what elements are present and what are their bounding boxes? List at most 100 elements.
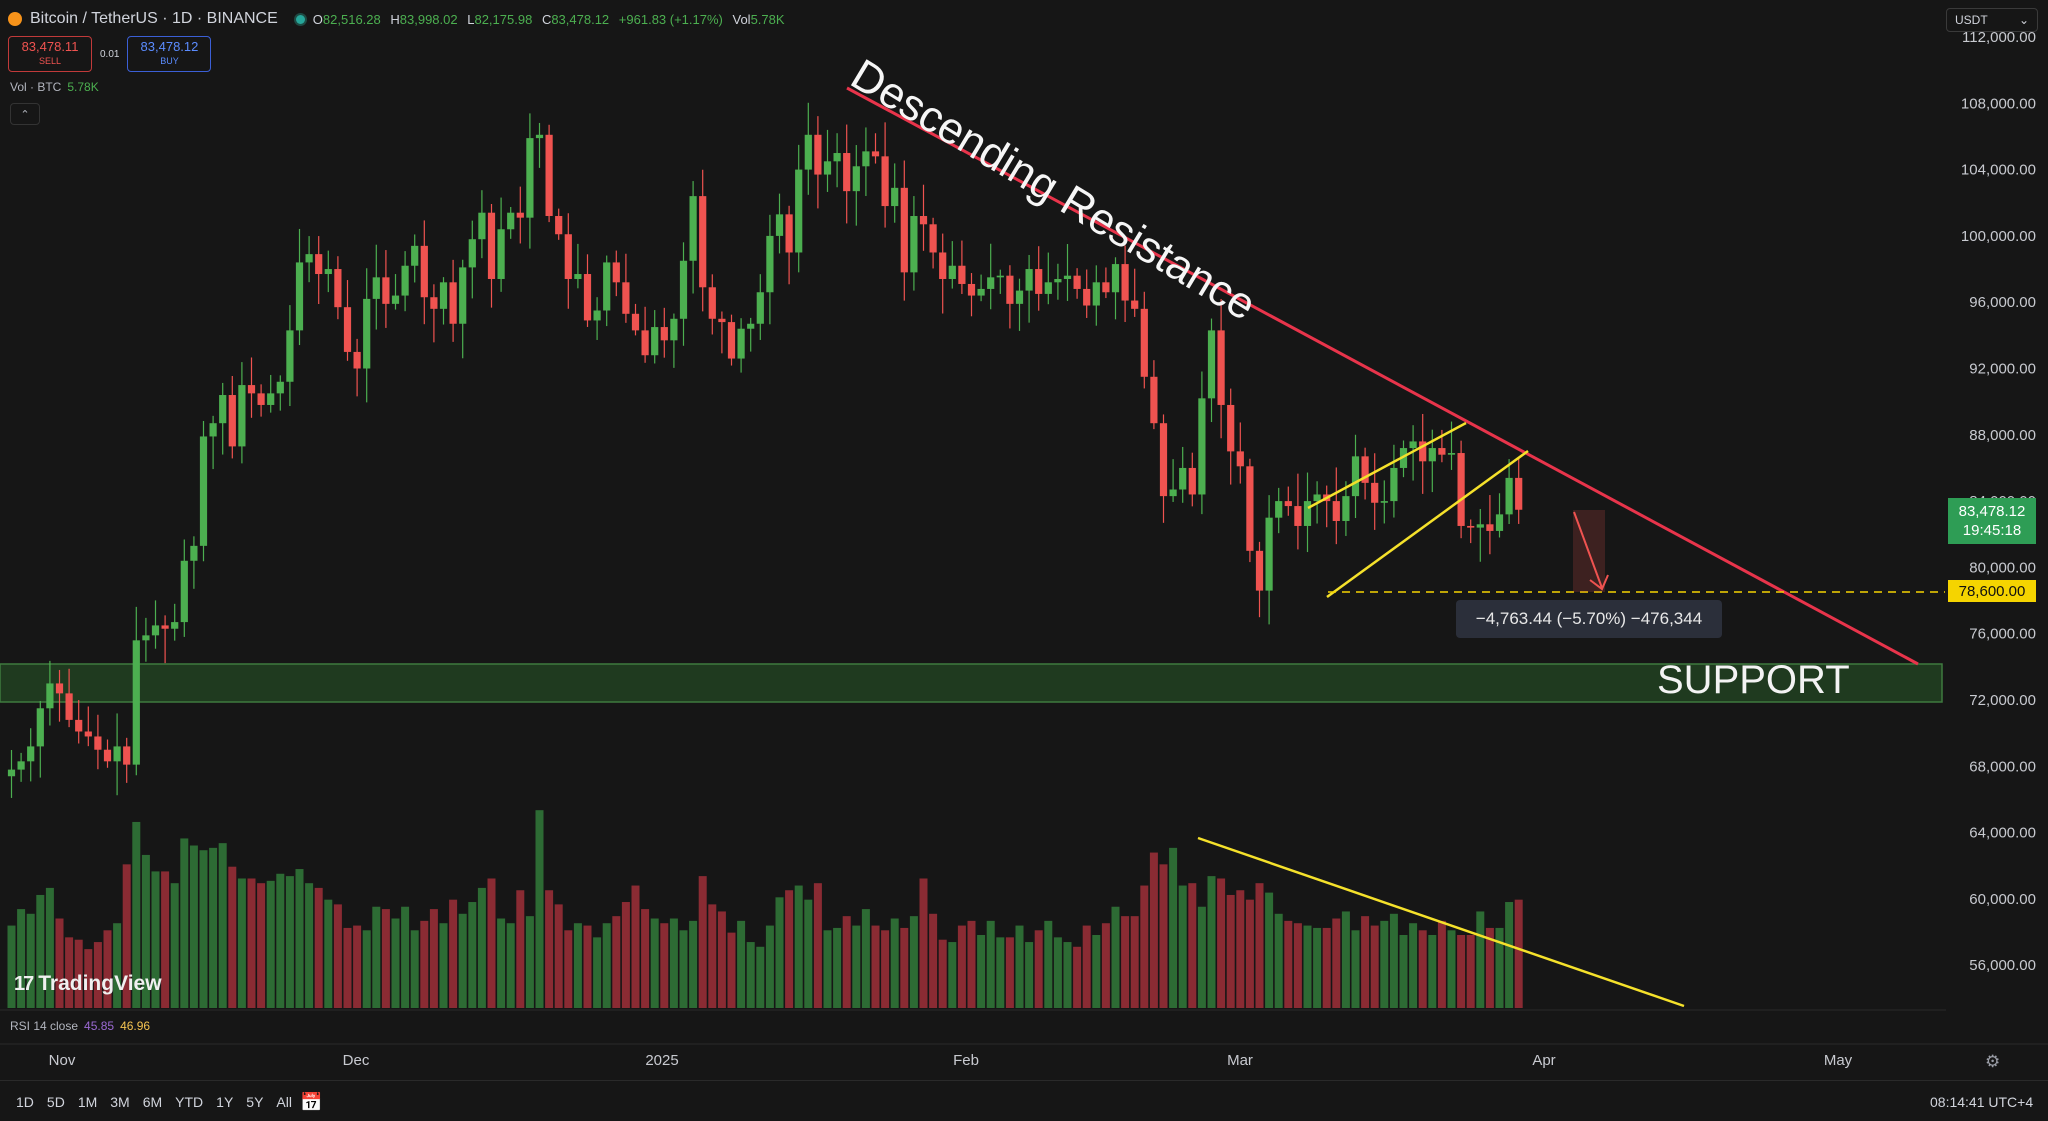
resistance-line[interactable] — [846, 86, 1919, 666]
currency-select[interactable]: USDT ⌄ — [1946, 8, 2038, 32]
volume-bar — [45, 887, 54, 1008]
price-tick-label: 72,000.00 — [1969, 692, 2036, 709]
candle — [190, 536, 198, 589]
range-5y[interactable]: 5Y — [246, 1094, 264, 1110]
candle — [747, 317, 755, 352]
candle — [679, 242, 688, 346]
volume-bar — [1399, 934, 1408, 1008]
volume-bar — [1341, 911, 1350, 1008]
volume-bar — [957, 925, 966, 1008]
candle — [132, 606, 140, 776]
buy-button[interactable]: 83,478.12 BUY — [127, 36, 212, 72]
volume-bar — [948, 942, 957, 1008]
volume-bar — [218, 843, 227, 1008]
range-3m[interactable]: 3M — [110, 1094, 130, 1110]
volume-bar — [1361, 916, 1370, 1008]
volume-bar — [189, 845, 198, 1008]
volume-trend-line[interactable] — [1197, 836, 1685, 1008]
candle — [151, 600, 160, 649]
volume-bar — [391, 918, 400, 1008]
candle — [1006, 265, 1014, 329]
candle — [75, 700, 83, 744]
candle — [1169, 459, 1177, 502]
candle — [1102, 267, 1110, 299]
candle — [1371, 453, 1379, 530]
candle — [1495, 493, 1504, 538]
tradingview-logo[interactable]: 17 TradingView — [14, 972, 162, 996]
volume-bar — [1159, 864, 1168, 1008]
volume-bar — [257, 883, 266, 1008]
volume-bar — [986, 920, 995, 1008]
wedge-upper-line[interactable] — [1307, 421, 1467, 510]
candle — [286, 305, 294, 407]
candle — [487, 203, 496, 308]
volume-bar — [1188, 883, 1197, 1008]
volume-bar — [996, 937, 1005, 1008]
volume-bar — [1140, 885, 1149, 1008]
wedge-lower-line[interactable] — [1326, 449, 1529, 599]
volume-bar — [497, 918, 506, 1008]
range-6m[interactable]: 6M — [142, 1094, 163, 1110]
volume-bar — [26, 913, 35, 1008]
rsi-legend[interactable]: RSI 14 close 45.85 46.96 — [10, 1019, 150, 1033]
volume-bar — [1197, 906, 1206, 1008]
volume-bar — [1217, 878, 1226, 1008]
candle — [1073, 268, 1081, 299]
volume-bar — [929, 913, 938, 1008]
candle — [267, 374, 275, 413]
candle — [1188, 452, 1196, 507]
volume-bar — [93, 942, 102, 1008]
range-selector: 1D 5D 1M 3M 6M YTD 1Y 5Y All — [16, 1094, 292, 1110]
candle — [1284, 486, 1292, 516]
range-all[interactable]: All — [276, 1094, 292, 1110]
candle — [574, 243, 582, 289]
volume-bar — [122, 864, 131, 1008]
sell-button[interactable]: 83,478.11 SELL — [8, 36, 92, 72]
support-zone[interactable] — [0, 663, 1943, 703]
candle — [430, 284, 438, 343]
calendar-icon[interactable]: 📅 — [300, 1092, 323, 1112]
support-label[interactable]: SUPPORT — [1657, 658, 1850, 702]
candle — [1467, 519, 1475, 544]
range-1d[interactable]: 1D — [16, 1094, 34, 1110]
candle — [36, 700, 44, 778]
candle — [1236, 422, 1244, 484]
volume-bar — [1332, 918, 1341, 1008]
candle — [497, 197, 505, 292]
volume-bar — [1418, 930, 1427, 1008]
volume-bar — [573, 923, 582, 1008]
currency-label: USDT — [1955, 13, 1988, 27]
candle — [113, 713, 121, 796]
candle — [315, 236, 323, 305]
price-axis[interactable]: 56,000.00 60,000.00 64,000.00 68,000.00 72,0… — [1961, 29, 2036, 974]
volume-bar — [1437, 920, 1446, 1008]
candle — [343, 280, 352, 361]
volume-bar — [602, 923, 611, 1008]
candle — [948, 241, 956, 289]
symbol-title[interactable]: Bitcoin / TetherUS · 1D · BINANCE — [30, 10, 278, 27]
range-1m[interactable]: 1M — [77, 1094, 98, 1110]
volume-bar — [228, 866, 237, 1008]
volume-bar — [314, 887, 323, 1008]
volume-bar — [1514, 899, 1523, 1008]
range-ytd[interactable]: YTD — [175, 1094, 204, 1110]
candle — [929, 217, 937, 269]
volume-bar — [1025, 942, 1034, 1008]
volume-bar — [852, 925, 861, 1008]
volume-bar — [113, 923, 122, 1008]
volume-bar — [401, 906, 410, 1008]
volume-legend[interactable]: Vol · BTC 5.78K — [10, 80, 99, 94]
gear-icon[interactable]: ⚙ — [1985, 1052, 2001, 1071]
candle — [516, 186, 524, 244]
collapse-legend-button[interactable]: ⌃ — [10, 103, 40, 125]
volume-bar — [737, 920, 746, 1008]
volume-bar — [641, 909, 650, 1008]
candle — [1380, 480, 1388, 524]
candle — [372, 244, 380, 330]
price-range-measure[interactable]: −4,763.44 (−5.70%) −476,344 — [1456, 600, 1722, 638]
volume-bar — [717, 911, 726, 1008]
range-1y[interactable]: 1Y — [216, 1094, 234, 1110]
volume-bar — [833, 927, 842, 1008]
range-5d[interactable]: 5D — [46, 1094, 65, 1110]
